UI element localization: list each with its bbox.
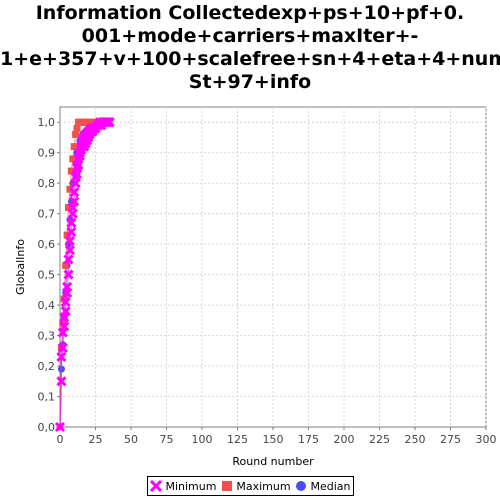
data-point-minimum [104,117,115,128]
data-point-minimum [69,196,80,207]
x-marker-icon [150,480,163,492]
legend: Minimum Maximum Median [147,476,354,496]
y-tick-label: 0,7 [38,208,56,221]
y-tick-label: 0,0 [38,421,56,434]
x-tick-label: 225 [369,433,390,446]
data-point-maximum [72,130,80,138]
y-tick-label: 0,6 [38,238,56,251]
data-point-minimum [60,306,71,317]
y-tick-label: 0,5 [38,269,56,282]
x-tick-label: 200 [334,433,355,446]
x-axis-label: Round number [232,455,314,468]
data-point-maximum [67,167,75,175]
y-tick-label: 0,2 [38,360,56,373]
chart-title: Information Collectedexp+ps+10+pf+0. 001… [0,2,500,94]
x-tick-label: 75 [160,433,174,446]
data-point-maximum [65,204,73,212]
data-point-minimum [54,421,66,433]
y-tick-label: 0,9 [38,147,56,160]
x-tick-label: 150 [263,433,284,446]
x-tick-label: 25 [89,433,103,446]
legend-label-minimum: Minimum [165,479,217,493]
data-point-minimum [66,217,77,228]
x-tick-label: 175 [298,433,319,446]
series-minimum [54,117,115,433]
data-point-minimum [56,351,67,362]
x-tick-label: 275 [440,433,461,446]
data-point-minimum [64,236,76,247]
chart-title-line-4: St+97+info [188,71,312,93]
x-tick-label: 100 [192,433,213,446]
x-tick-label: 300 [476,433,497,446]
chart-title-line-3: 1+e+357+v+100+scalefree+sn+4+eta+4+num [0,48,500,70]
legend-item-minimum: Minimum [150,480,216,493]
data-point-minimum [64,245,76,256]
data-point-maximum [69,155,77,163]
legend-label-maximum: Maximum [236,479,291,493]
x-tick-label: 250 [405,433,426,446]
data-point-minimum [56,376,67,387]
legend-label-median: Median [310,479,351,493]
data-point-maximum [73,124,81,132]
data-point-minimum [63,269,74,280]
x-tick-label: 0 [57,433,64,446]
y-tick-label: 0,4 [38,299,56,312]
data-point-minimum [57,342,68,353]
data-point-maximum [70,143,78,151]
data-point-minimum [69,187,80,198]
y-tick-label: 0,3 [38,330,56,343]
circle-marker-icon [296,481,307,491]
chart-title-line-1: Information Collectedexp+ps+10+pf+0. [35,2,465,24]
data-point-minimum [66,226,77,238]
data-point-minimum [60,296,71,308]
chart-title-line-2: 001+mode+carriers+maxIter+- [81,25,419,47]
data-point-maximum [62,261,70,269]
data-point-minimum [59,321,70,332]
legend-item-median: Median [295,479,351,493]
x-tick-label: 125 [227,433,248,446]
x-tick-label: 50 [124,433,138,446]
y-tick-label: 0,8 [38,177,56,190]
y-tick-label: 0,1 [38,391,56,404]
series-group [54,117,115,433]
axes: 0 25 50 75 100 125 150 175 200 225 250 275 300 0,0 0,1… [38,116,497,446]
grid-lines [60,107,487,427]
data-point-minimum [62,281,73,292]
y-tick-label: 1,0 [38,116,56,129]
legend-item-maximum: Maximum [221,479,291,493]
data-point-minimum [63,254,74,265]
y-axis-label: GlobalInfo [14,239,27,295]
square-marker-icon [222,481,233,491]
